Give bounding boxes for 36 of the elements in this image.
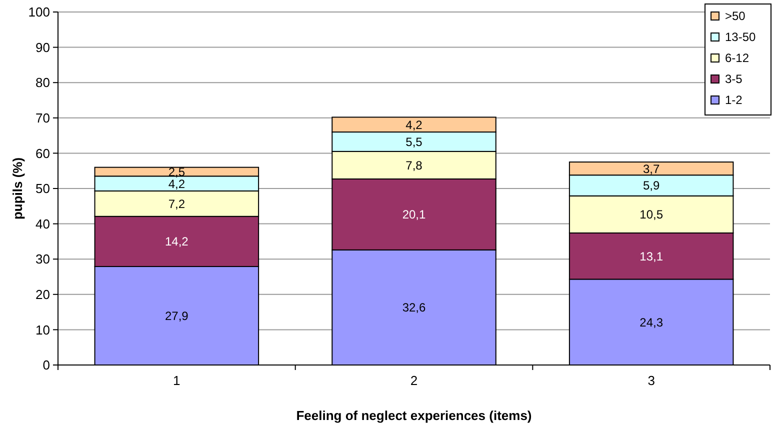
data-label: 7,8 [406, 158, 423, 172]
y-tick-label: 60 [36, 146, 50, 161]
legend-label: 1-2 [725, 93, 743, 108]
x-tick-label: 2 [410, 373, 418, 388]
data-label: 4,2 [406, 118, 423, 132]
data-label: 24,3 [640, 315, 664, 330]
data-label: 13,1 [640, 249, 664, 264]
data-label: 27,9 [164, 308, 189, 323]
y-tick-label: 90 [36, 40, 50, 55]
data-label: 20,1 [402, 208, 426, 222]
x-tick-label: 1 [173, 373, 180, 388]
legend-label: 13-50 [725, 30, 756, 44]
data-label: 14,2 [164, 234, 189, 249]
data-label: 4,2 [168, 176, 186, 191]
data-label: 3,7 [642, 162, 660, 176]
y-tick-label: 40 [36, 216, 50, 232]
y-tick-label: 30 [36, 252, 50, 267]
y-tick-label: 70 [36, 110, 50, 126]
data-label: 2,5 [168, 164, 186, 179]
y-tick-label: 10 [36, 322, 50, 338]
x-axis-title: Feeling of neglect experiences (items) [296, 408, 532, 423]
y-tick-label: 50 [36, 181, 50, 196]
y-tick-label: 100 [28, 4, 50, 20]
x-tick-label: 3 [648, 373, 655, 388]
data-label: 7,2 [168, 196, 186, 211]
data-label: 5,9 [642, 178, 660, 193]
y-tick-label: 20 [36, 286, 50, 302]
y-tick-label: 0 [42, 358, 50, 373]
y-axis-title: pupils (%) [10, 157, 25, 220]
data-label: 5,5 [406, 134, 423, 149]
legend-label: 3-5 [725, 72, 743, 86]
data-label: 10,5 [640, 208, 664, 222]
data-label: 32,6 [402, 300, 426, 315]
y-tick-label: 80 [36, 75, 50, 90]
legend-label: 6-12 [725, 51, 750, 66]
legend-label: >50 [725, 9, 746, 24]
